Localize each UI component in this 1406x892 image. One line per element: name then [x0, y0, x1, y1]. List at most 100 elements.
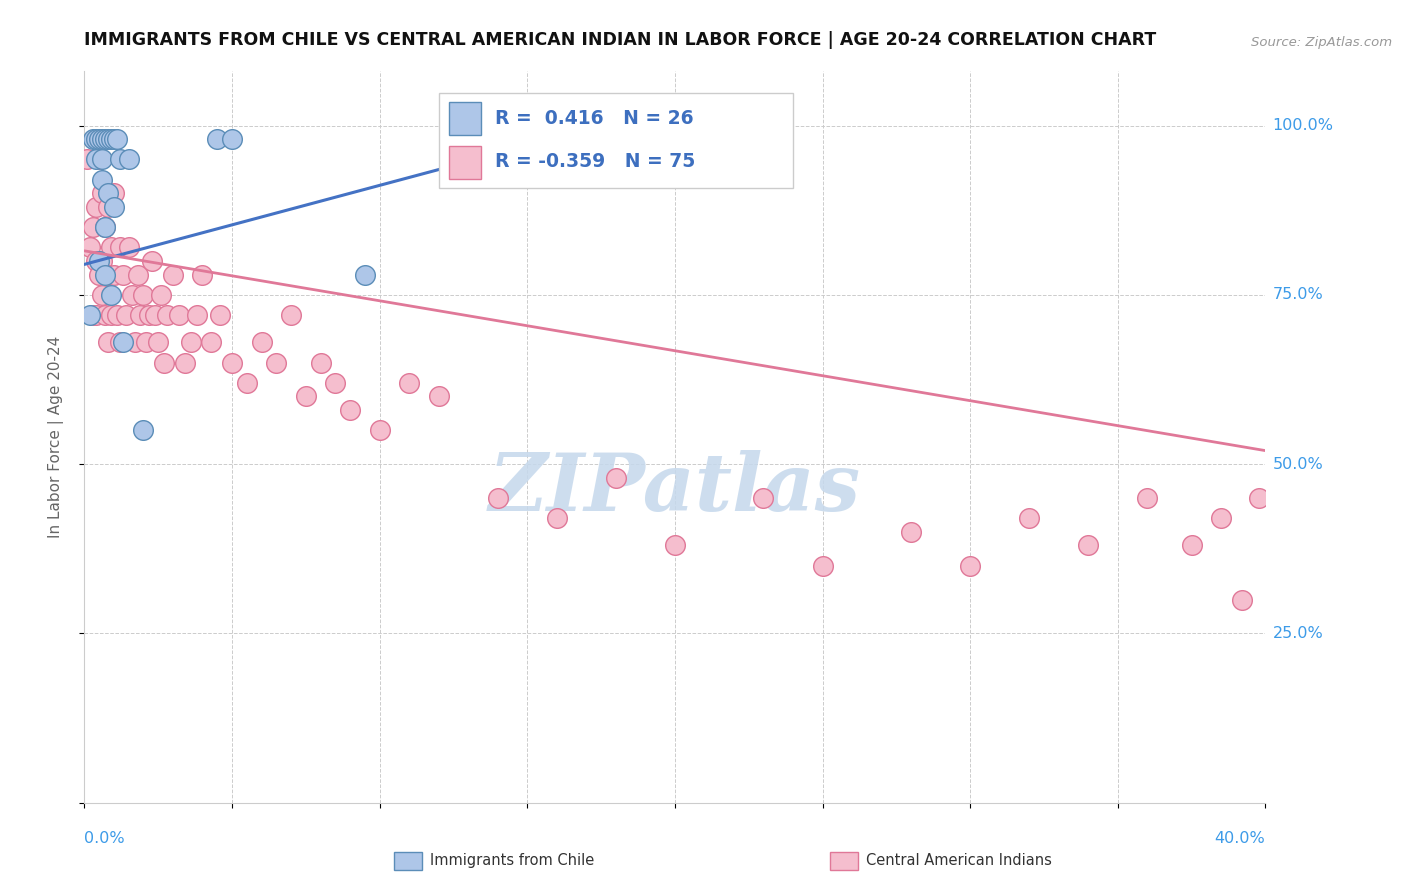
- Point: [368, 423, 391, 437]
- Point: [108, 153, 131, 167]
- Point: [180, 335, 202, 350]
- Point: [323, 376, 347, 390]
- Text: 0.0%: 0.0%: [84, 831, 125, 846]
- Point: [811, 558, 834, 573]
- Point: [309, 355, 332, 369]
- Point: [100, 288, 122, 302]
- Text: 75.0%: 75.0%: [1272, 287, 1323, 302]
- Point: [124, 335, 146, 350]
- Point: [156, 308, 179, 322]
- Point: [1018, 511, 1040, 525]
- Point: [167, 308, 190, 322]
- Point: [105, 132, 128, 146]
- Point: [150, 288, 173, 302]
- Point: [84, 200, 107, 214]
- Point: [295, 389, 318, 403]
- Point: [84, 254, 107, 268]
- Point: [486, 491, 509, 505]
- Point: [135, 335, 157, 350]
- Point: [605, 471, 627, 485]
- Text: IMMIGRANTS FROM CHILE VS CENTRAL AMERICAN INDIAN IN LABOR FORCE | AGE 20-24 CORR: IMMIGRANTS FROM CHILE VS CENTRAL AMERICA…: [84, 31, 1157, 49]
- Point: [79, 308, 101, 322]
- Point: [200, 335, 222, 350]
- Point: [91, 153, 114, 167]
- Point: [752, 491, 775, 505]
- Point: [105, 308, 128, 322]
- Point: [111, 268, 134, 282]
- Point: [84, 153, 107, 167]
- Point: [1180, 538, 1202, 552]
- Point: [94, 220, 117, 235]
- Text: ZIPatlas: ZIPatlas: [489, 450, 860, 527]
- Point: [94, 220, 117, 235]
- Point: [114, 308, 136, 322]
- Point: [1136, 491, 1159, 505]
- Point: [108, 335, 131, 350]
- Point: [91, 254, 114, 268]
- Point: [153, 355, 176, 369]
- Point: [1077, 538, 1099, 552]
- Point: [1249, 491, 1271, 505]
- Point: [250, 335, 273, 350]
- Point: [97, 132, 120, 146]
- Point: [141, 254, 163, 268]
- Point: [108, 240, 131, 254]
- Text: 40.0%: 40.0%: [1215, 831, 1265, 846]
- Point: [959, 558, 981, 573]
- Point: [87, 268, 111, 282]
- Point: [339, 403, 361, 417]
- Y-axis label: In Labor Force | Age 20-24: In Labor Force | Age 20-24: [48, 336, 63, 538]
- Point: [173, 355, 195, 369]
- Point: [91, 172, 114, 186]
- Point: [546, 511, 568, 525]
- Point: [191, 268, 214, 282]
- Point: [1230, 592, 1253, 607]
- Point: [121, 288, 143, 302]
- Point: [118, 153, 141, 167]
- Point: [76, 153, 98, 167]
- Point: [97, 268, 120, 282]
- Point: [82, 132, 104, 146]
- Point: [94, 132, 117, 146]
- Point: [264, 355, 288, 369]
- Point: [97, 335, 120, 350]
- Point: [94, 268, 117, 282]
- Point: [132, 423, 155, 437]
- Point: [127, 268, 149, 282]
- Point: [143, 308, 166, 322]
- Text: Source: ZipAtlas.com: Source: ZipAtlas.com: [1251, 36, 1392, 49]
- Point: [97, 186, 120, 201]
- Point: [94, 308, 117, 322]
- Point: [82, 308, 104, 322]
- Point: [87, 153, 111, 167]
- Point: [1209, 511, 1232, 525]
- Point: [103, 132, 125, 146]
- Point: [84, 132, 107, 146]
- Point: [221, 355, 243, 369]
- Point: [91, 288, 114, 302]
- Point: [103, 200, 125, 214]
- Text: Central American Indians: Central American Indians: [866, 854, 1052, 868]
- Point: [209, 308, 232, 322]
- Point: [186, 308, 208, 322]
- Point: [100, 132, 122, 146]
- Point: [132, 288, 155, 302]
- Point: [82, 220, 104, 235]
- Point: [129, 308, 152, 322]
- Point: [100, 308, 122, 322]
- Point: [84, 308, 107, 322]
- Point: [900, 524, 922, 539]
- Point: [91, 186, 114, 201]
- Point: [103, 186, 125, 201]
- Text: 25.0%: 25.0%: [1272, 626, 1323, 641]
- Point: [354, 268, 377, 282]
- Point: [398, 376, 420, 390]
- Point: [87, 254, 111, 268]
- Text: Immigrants from Chile: Immigrants from Chile: [430, 854, 595, 868]
- Point: [87, 132, 111, 146]
- Point: [664, 538, 686, 552]
- Point: [235, 376, 259, 390]
- Point: [97, 200, 120, 214]
- Point: [111, 335, 134, 350]
- Point: [221, 132, 243, 146]
